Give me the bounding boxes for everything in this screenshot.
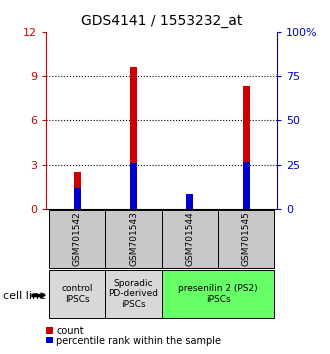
Text: Sporadic
PD-derived
iPSCs: Sporadic PD-derived iPSCs [109,279,158,309]
Text: cell line: cell line [3,291,46,301]
Text: GSM701543: GSM701543 [129,211,138,267]
Bar [186,194,193,209]
Text: percentile rank within the sample: percentile rank within the sample [56,336,221,346]
Text: control
IPSCs: control IPSCs [61,284,93,303]
Bar [49,210,105,268]
Bar [130,163,137,209]
Text: presenilin 2 (PS2)
iPSCs: presenilin 2 (PS2) iPSCs [178,284,258,303]
Text: GSM701545: GSM701545 [242,211,251,267]
Bar [243,86,249,209]
Bar [105,210,162,268]
Text: GSM701544: GSM701544 [185,212,194,266]
Bar [130,67,137,209]
Text: count: count [56,326,84,336]
Bar [243,162,249,209]
Title: GDS4141 / 1553232_at: GDS4141 / 1553232_at [81,14,243,28]
Text: GSM701542: GSM701542 [73,212,82,266]
Bar [186,195,193,209]
Bar [218,210,274,268]
Bar [74,172,81,209]
Bar [162,210,218,268]
Bar [105,270,162,318]
Bar [49,270,105,318]
Bar [162,270,274,318]
Bar [74,188,81,209]
